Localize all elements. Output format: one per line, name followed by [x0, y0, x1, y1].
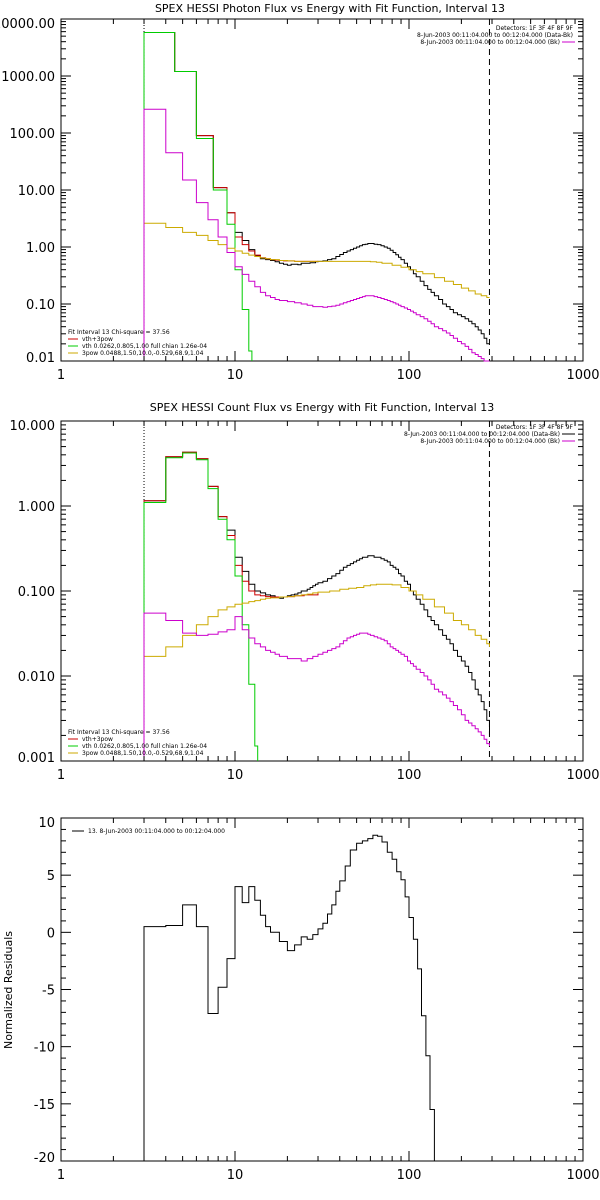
photon-flux-panel: SPEX HESSI Photon Flux vs Energy with Fi… [0, 2, 600, 383]
count-vlines [143, 421, 490, 761]
residuals-y-tick-label-3: -5 [42, 984, 55, 999]
photon-series-data-bk [143, 32, 490, 361]
residuals-y-tick-label-5: 5 [47, 869, 55, 884]
photon-x-tick-label-3: 1000 [566, 368, 599, 383]
photon-series-vth [143, 32, 253, 361]
count-series-bk [143, 612, 490, 761]
count-x-tick-label-0: 1 [57, 768, 65, 783]
residuals-series [143, 834, 490, 1162]
residuals-series-13 [143, 834, 490, 1162]
residuals-y-tick-label-2: -10 [34, 1041, 55, 1056]
residuals-y-tick-label-4: 0 [47, 926, 55, 941]
count-legend-top-right: Detectors: 1F 3F 4F 8F 9F 8-Jun-2003 00:… [404, 424, 575, 445]
residuals-y-axis-label: Normalized Residuals [2, 931, 15, 1049]
count-y-ticks: 0.001 0.010 0.100 1.000 10.000 [10, 419, 583, 766]
count-legend-bottom-left: Fit Interval 13 Chi-square = 37.56 vth+3… [68, 729, 207, 757]
photon-plot-frame [60, 18, 584, 362]
photon-y-tick-label-1: 0.10 [26, 298, 55, 313]
count-y-tick-label-4: 10.000 [10, 419, 56, 434]
photon-legend-bottom-left: Fit Interval 13 Chi-square = 37.56 vth+3… [68, 329, 207, 357]
residuals-y-tick-label-6: 10 [38, 816, 55, 831]
count-plot-frame [60, 420, 584, 762]
photon-x-tick-label-1: 10 [227, 368, 244, 383]
residuals-y-tick-label-0: -20 [34, 1151, 55, 1166]
count-legend-bl-0: Fit Interval 13 Chi-square = 37.56 [68, 729, 170, 736]
residuals-plot-frame [60, 817, 584, 1162]
count-x-tick-label-3: 1000 [566, 768, 599, 783]
residuals-x-tick-label-3: 1000 [566, 1168, 599, 1183]
photon-y-tick-label-5: 1000.00 [1, 70, 55, 85]
photon-x-tick-label-0: 1 [57, 368, 65, 383]
count-legend-bl-3: 3pow 0.0488,1.50,10.0,-0.529,68.9,1.04 [82, 750, 204, 757]
count-x-ticks: 1 10 100 1000 [57, 421, 600, 783]
photon-series-3pow [143, 222, 490, 361]
photon-series [143, 32, 490, 362]
photon-y-tick-label-3: 10.00 [18, 184, 55, 199]
photon-series-bk [143, 108, 490, 362]
count-legend-bl-1: vth+3pow [82, 736, 113, 743]
count-legend-bl-2: vth 0.0262,0.805,1.00 full chian 1.26e-0… [82, 743, 207, 750]
photon-legend-bl-0: Fit Interval 13 Chi-square = 37.56 [68, 329, 170, 336]
photon-legend-tr-0: Detectors: 1F 3F 4F 8F 9F [496, 25, 574, 32]
count-legend-tr-2: 8-Jun-2003 00:11:04.000 to 00:12:04.000 … [420, 438, 560, 445]
photon-legend-tr-2: 8-Jun-2003 00:11:04.000 to 00:12:04.000 … [420, 39, 560, 46]
photon-vlines [143, 19, 490, 361]
residuals-legend-label: 13. 8-Jun-2003 00:11:04.000 to 00:12:04.… [88, 828, 225, 835]
count-series-vth [143, 452, 259, 761]
count-legend-tr-0: Detectors: 1F 3F 4F 8F 9F [496, 424, 574, 431]
residuals-panel: Normalized Residuals 1 10 100 1000 -20-15-1… [2, 816, 600, 1183]
count-y-tick-label-3: 1.000 [18, 500, 55, 515]
count-series-data-bk [143, 451, 490, 761]
residuals-y-tick-label-1: -15 [34, 1098, 55, 1113]
count-flux-panel: SPEX HESSI Count Flux vs Energy with Fit… [10, 401, 600, 783]
count-y-tick-label-0: 0.001 [18, 751, 55, 766]
count-y-tick-label-1: 0.010 [18, 670, 55, 685]
photon-legend-tr-1: 8-Jun-2003 00:11:04.000 to 00:12:04.000 … [417, 32, 573, 39]
photon-legend-bl-3: 3pow 0.0488,1.50,10.0,-0.529,68.9,1.04 [82, 350, 204, 357]
photon-x-tick-label-2: 100 [397, 368, 422, 383]
photon-y-tick-label-4: 100.00 [10, 127, 56, 142]
residuals-y-ticks: -20 -15 -10 -5 0 5 10 [34, 816, 583, 1166]
photon-x-ticks: 1 10 100 1000 [57, 19, 600, 383]
count-series-3pow [143, 583, 490, 761]
count-x-tick-label-1: 10 [227, 768, 244, 783]
residuals-x-tick-label-1: 10 [227, 1168, 244, 1183]
photon-legend-top-right: Detectors: 1F 3F 4F 8F 9F 8-Jun-2003 00:… [417, 25, 575, 46]
residuals-legend: 13. 8-Jun-2003 00:11:04.000 to 00:12:04.… [72, 828, 225, 835]
count-y-tick-label-2: 0.100 [18, 585, 55, 600]
photon-y-tick-label-2: 1.00 [26, 241, 55, 256]
residuals-x-ticks: 1 10 100 1000 [57, 818, 600, 1183]
count-chart-title: SPEX HESSI Count Flux vs Energy with Fit… [150, 401, 494, 414]
count-x-tick-label-2: 100 [397, 768, 422, 783]
count-series [143, 451, 490, 761]
photon-series-vth-3pow [143, 32, 318, 361]
residuals-x-tick-label-0: 1 [57, 1168, 65, 1183]
photon-legend-bl-1: vth+3pow [82, 336, 113, 343]
photon-chart-title: SPEX HESSI Photon Flux vs Energy with Fi… [155, 2, 505, 15]
residuals-x-tick-label-2: 100 [397, 1168, 422, 1183]
photon-legend-bl-2: vth 0.0262,0.805,1.00 full chian 1.26e-0… [82, 343, 207, 350]
photon-y-tick-label-0: 0.01 [26, 351, 55, 366]
count-legend-tr-1: 8-Jun-2003 00:11:04.000 to 00:12:04.000 … [404, 431, 560, 438]
